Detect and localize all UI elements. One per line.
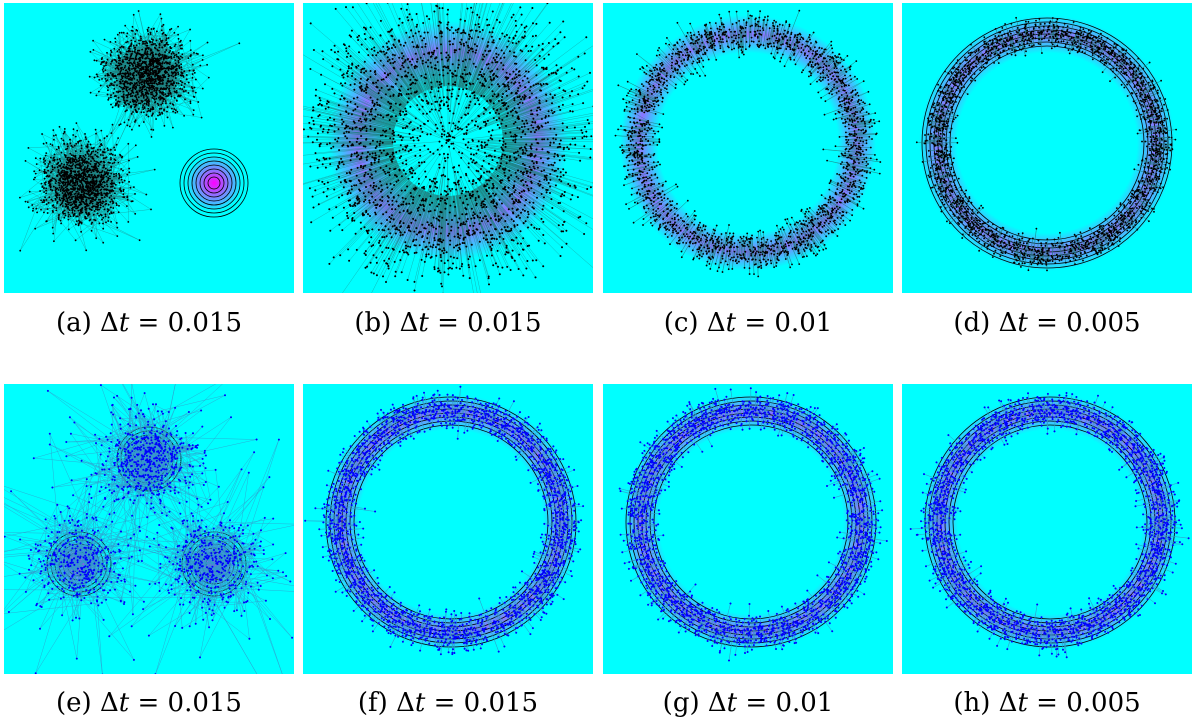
- caption-f: (f) Δt = 0.015: [357, 688, 539, 718]
- t-symbol: t: [725, 308, 737, 338]
- caption-c-value: 0.01: [774, 308, 833, 338]
- t-symbol: t: [118, 688, 130, 718]
- caption-e: (e) Δt = 0.015: [56, 688, 242, 718]
- ring-density-glow: [922, 394, 1178, 650]
- panel-e-svg: [4, 384, 294, 674]
- ring-density-glow: [623, 394, 879, 650]
- caption-b-value: 0.015: [467, 308, 542, 338]
- panel-h-plot: [902, 384, 1192, 674]
- panel-d-plot: [902, 3, 1192, 293]
- panel-g-svg: [618, 387, 888, 662]
- panel-g-plot: [603, 384, 893, 674]
- sample-points: [618, 387, 888, 662]
- caption-d-value: 0.005: [1066, 308, 1141, 338]
- caption-a-value: 0.015: [167, 308, 243, 338]
- caption-c-label: (c): [663, 308, 699, 338]
- panel-f-svg: [304, 385, 585, 656]
- caption-g-label: (g): [662, 688, 700, 718]
- sample-trajectory: [4, 384, 294, 674]
- sample-trajectory: [619, 388, 887, 661]
- delta-symbol: Δ: [99, 688, 119, 718]
- panel-d-svg: [915, 15, 1178, 272]
- caption-h: (h) Δt = 0.005: [953, 688, 1141, 718]
- delta-symbol: Δ: [100, 308, 119, 338]
- delta-symbol: Δ: [399, 308, 419, 338]
- t-symbol: t: [1017, 688, 1028, 718]
- delta-symbol: Δ: [998, 308, 1018, 338]
- delta-symbol: Δ: [706, 308, 726, 338]
- delta-symbol: Δ: [998, 688, 1018, 718]
- panel-a-svg: [19, 10, 249, 252]
- panel-c-svg: [614, 9, 882, 278]
- caption-e-label: (e): [56, 688, 92, 718]
- caption-f-label: (f): [357, 688, 388, 718]
- density-contours: [179, 148, 249, 218]
- t-symbol: t: [414, 688, 426, 718]
- caption-b-label: (b): [354, 308, 392, 338]
- panel-e-plot: [4, 384, 294, 674]
- panel-b-svg: [303, 3, 593, 293]
- caption-d: (d) Δt = 0.005: [953, 308, 1141, 338]
- caption-b: (b) Δt = 0.015: [354, 308, 542, 338]
- t-symbol: t: [1017, 308, 1028, 338]
- sample-points: [909, 392, 1190, 659]
- ring-density-glow: [620, 15, 876, 271]
- caption-e-value: 0.015: [167, 688, 242, 718]
- caption-a: (a) Δt = 0.015: [55, 308, 243, 338]
- delta-symbol: Δ: [707, 688, 727, 718]
- t-symbol: t: [118, 308, 130, 338]
- panel-b-plot: [303, 3, 593, 293]
- sample-points: [614, 9, 882, 278]
- delta-symbol: Δ: [396, 688, 415, 718]
- caption-h-value: 0.005: [1066, 688, 1141, 718]
- sample-points: [303, 3, 593, 293]
- ring-density-glow: [323, 394, 579, 650]
- panel-a-plot: [4, 3, 294, 293]
- caption-c: (c) Δt = 0.01: [663, 308, 833, 338]
- caption-h-label: (h): [953, 688, 991, 718]
- panel-h-svg: [909, 392, 1190, 659]
- panel-f-plot: [303, 384, 593, 674]
- caption-g: (g) Δt = 0.01: [662, 688, 834, 718]
- caption-g-value: 0.01: [775, 688, 834, 718]
- sample-points: [19, 10, 241, 252]
- panel-c-plot: [603, 3, 893, 293]
- t-symbol: t: [418, 308, 429, 338]
- caption-a-label: (a): [55, 308, 92, 338]
- t-symbol: t: [726, 688, 738, 718]
- caption-d-label: (d): [953, 308, 991, 338]
- density-glow: [186, 155, 242, 211]
- caption-f-value: 0.015: [463, 688, 539, 718]
